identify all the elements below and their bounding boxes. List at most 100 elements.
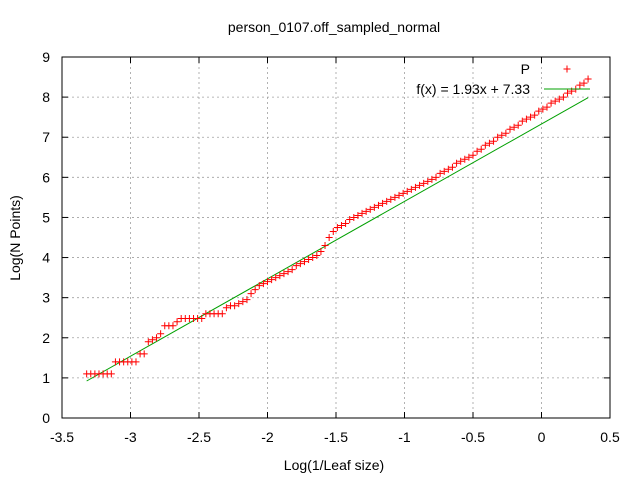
- data-point: [362, 207, 370, 215]
- data-point: [461, 155, 469, 163]
- data-point: [288, 266, 296, 274]
- data-point: [268, 276, 276, 284]
- data-point: [502, 129, 510, 137]
- data-point: [420, 179, 428, 187]
- data-point: [510, 123, 518, 131]
- data-point: [198, 315, 206, 323]
- x-tick-label: -1: [398, 429, 411, 445]
- chart-title: person_0107.off_sampled_normal: [228, 19, 440, 35]
- x-tick-label: -0.5: [461, 429, 485, 445]
- data-point: [514, 121, 522, 129]
- data-point: [276, 272, 284, 280]
- x-tick-label: -2.5: [187, 429, 211, 445]
- data-points-layer: [83, 75, 592, 378]
- data-point: [391, 193, 399, 201]
- legend-label-fit: f(x) = 1.93x + 7.33: [416, 81, 530, 97]
- y-axis-label: Log(N Points): [7, 195, 23, 281]
- data-point: [173, 318, 181, 326]
- legend: P f(x) = 1.93x + 7.33: [416, 61, 590, 97]
- data-point: [374, 201, 382, 209]
- x-tick-label: -1.5: [324, 429, 348, 445]
- data-point: [428, 175, 436, 183]
- tick-labels: -3.5 -3 -2.5 -2 -1.5 -1 -0.5 0 0.5 0 1 2 3 4 5 6 7 8 9: [42, 49, 620, 445]
- data-point: [218, 310, 226, 318]
- data-point: [107, 370, 115, 378]
- data-point: [370, 203, 378, 211]
- data-point: [407, 185, 415, 193]
- data-point: [444, 165, 452, 173]
- data-point: [490, 137, 498, 145]
- data-point: [379, 199, 387, 207]
- data-point: [506, 125, 514, 133]
- fit-line: [86, 97, 589, 382]
- data-point: [383, 197, 391, 205]
- data-point: [264, 278, 271, 286]
- y-tick-label: 6: [42, 169, 50, 185]
- data-point: [144, 338, 152, 346]
- data-point: [436, 169, 444, 177]
- data-point: [350, 213, 358, 221]
- data-point: [395, 191, 403, 199]
- data-point: [494, 133, 502, 141]
- data-point: [531, 111, 539, 119]
- data-point: [305, 256, 313, 264]
- data-point: [411, 183, 419, 191]
- data-point: [148, 336, 156, 344]
- data-point: [259, 280, 267, 288]
- y-tick-label: 8: [42, 89, 50, 105]
- data-point: [309, 254, 317, 262]
- data-point: [564, 89, 572, 97]
- data-point: [231, 302, 239, 310]
- data-point: [284, 268, 292, 276]
- data-point: [239, 298, 247, 306]
- legend-marker-points: [563, 65, 571, 73]
- plot-frame: [61, 56, 611, 419]
- data-point: [243, 296, 251, 304]
- data-point: [329, 227, 337, 235]
- data-point: [559, 93, 567, 101]
- data-point: [399, 189, 407, 197]
- data-point: [342, 219, 350, 227]
- data-point: [416, 181, 424, 189]
- fit-line-layer: [86, 97, 589, 382]
- data-point: [477, 145, 485, 153]
- data-point: [527, 113, 535, 121]
- data-point: [292, 262, 300, 270]
- data-point: [251, 286, 259, 294]
- data-point: [440, 167, 448, 175]
- data-point: [321, 242, 329, 250]
- y-tick-label: 0: [42, 410, 50, 426]
- data-point: [300, 258, 308, 266]
- x-tick-label: 0: [538, 429, 546, 445]
- data-point: [469, 151, 477, 159]
- data-point: [432, 173, 440, 181]
- data-point: [457, 157, 465, 165]
- data-point: [346, 215, 354, 223]
- data-point: [465, 153, 473, 161]
- x-tick-label: -3.5: [50, 429, 74, 445]
- data-point: [325, 234, 333, 241]
- data-point: [247, 290, 255, 298]
- data-point: [140, 350, 148, 358]
- data-point: [235, 300, 243, 308]
- data-point: [222, 304, 230, 312]
- data-point: [584, 75, 592, 83]
- data-point: [448, 163, 456, 171]
- data-point: [272, 274, 280, 282]
- data-point: [555, 95, 563, 103]
- data-point: [153, 334, 161, 342]
- data-point: [522, 115, 530, 123]
- data-point: [453, 159, 461, 167]
- data-point: [498, 131, 506, 139]
- data-point: [547, 99, 555, 107]
- x-axis-label: Log(1/Leaf size): [284, 457, 384, 473]
- data-point: [424, 177, 432, 185]
- data-point: [358, 209, 366, 217]
- data-point: [157, 330, 165, 338]
- y-tick-label: 9: [42, 49, 50, 65]
- y-tick-label: 1: [42, 370, 50, 386]
- data-point: [132, 358, 140, 366]
- data-point: [473, 147, 481, 155]
- data-point: [551, 97, 559, 105]
